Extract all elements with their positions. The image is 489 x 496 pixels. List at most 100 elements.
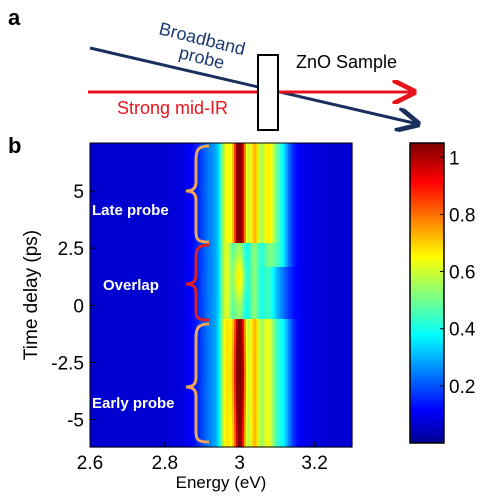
heatmap-cell [228,211,231,216]
heatmap-cell [286,239,289,244]
heatmap-cell [200,203,203,208]
heatmap-cell [166,235,169,240]
heatmap-cell [122,263,125,268]
heatmap-cell [102,175,105,180]
heatmap-cell [234,283,237,288]
heatmap-cell [194,143,197,148]
heatmap-cell [266,191,269,196]
heatmap-cell [334,275,337,280]
heatmap-cell [268,183,271,188]
heatmap-cell [332,195,335,200]
heatmap-cell [248,195,251,200]
heatmap-cell [266,227,269,232]
heatmap-cell [262,191,265,196]
heatmap-cell [216,175,219,180]
heatmap-cell [124,155,127,160]
heatmap-cell [290,167,293,172]
heatmap-cell [290,195,293,200]
heatmap-cell [288,207,291,212]
heatmap-cell [154,227,157,232]
heatmap-cell [94,155,97,160]
heatmap-cell [128,243,131,248]
heatmap-cell [286,215,289,220]
heatmap-cell [284,267,287,272]
heatmap-cell [336,223,339,228]
heatmap-cell [334,231,337,236]
heatmap-cell [188,191,191,196]
heatmap-cell [120,191,123,196]
heatmap-cell [298,179,301,184]
heatmap-cell [268,219,271,224]
heatmap-cell [132,287,135,292]
heatmap-cell [264,151,267,156]
heatmap-cell [268,167,271,172]
heatmap-cell [242,231,245,236]
heatmap-cell [250,235,253,240]
heatmap-cell [176,171,179,176]
heatmap-cell [296,175,299,180]
heatmap-cell [336,251,339,256]
heatmap-cell [146,215,149,220]
heatmap-cell [224,167,227,172]
heatmap-cell [230,151,233,156]
heatmap-cell [304,271,307,276]
heatmap-cell [172,171,175,176]
heatmap-cell [122,195,125,200]
heatmap-cell [250,211,253,216]
heatmap-cell [320,239,323,244]
heatmap-cell [310,211,313,216]
heatmap-cell [126,195,129,200]
heatmap-cell [274,175,277,180]
heatmap-cell [308,247,311,252]
heatmap-cell [252,267,255,272]
heatmap-cell [122,187,125,192]
heatmap-cell [186,163,189,168]
heatmap-cell [218,291,221,296]
heatmap-cell [266,223,269,228]
heatmap-cell [210,251,213,256]
heatmap-cell [242,183,245,188]
heatmap-cell [156,175,159,180]
heatmap-cell [348,259,351,264]
heatmap-cell [348,159,351,164]
heatmap-cell [234,259,237,264]
heatmap-cell [186,167,189,172]
heatmap-cell [98,223,101,228]
heatmap-cell [130,243,133,248]
heatmap-cell [184,143,187,148]
heatmap-cell [316,219,319,224]
heatmap-cell [234,287,237,292]
heatmap-cell [164,195,167,200]
heatmap-cell [316,207,319,212]
heatmap-cell [328,155,331,160]
heatmap-cell [290,215,293,220]
heatmap-cell [266,199,269,204]
heatmap-cell [106,167,109,172]
heatmap-cell [260,167,263,172]
heatmap-cell [102,187,105,192]
heatmap-cell [110,291,113,296]
heatmap-cell [94,203,97,208]
heatmap-cell [214,179,217,184]
heatmap-cell [274,227,277,232]
heatmap-cell [304,259,307,264]
heatmap-cell [138,231,141,236]
heatmap-cell [108,159,111,164]
heatmap-cell [320,191,323,196]
heatmap-cell [124,227,127,232]
heatmap-cell [220,219,223,224]
heatmap-cell [146,147,149,152]
heatmap-cell [234,247,237,252]
heatmap-cell [116,211,119,216]
heatmap-cell [286,191,289,196]
heatmap-cell [246,175,249,180]
heatmap-cell [256,223,259,228]
heatmap-cell [338,247,341,252]
heatmap-cell [262,235,265,240]
heatmap-cell [120,223,123,228]
heatmap-cell [294,147,297,152]
heatmap-cell [210,199,213,204]
heatmap-cell [292,171,295,176]
heatmap-cell [162,187,165,192]
heatmap-cell [242,207,245,212]
